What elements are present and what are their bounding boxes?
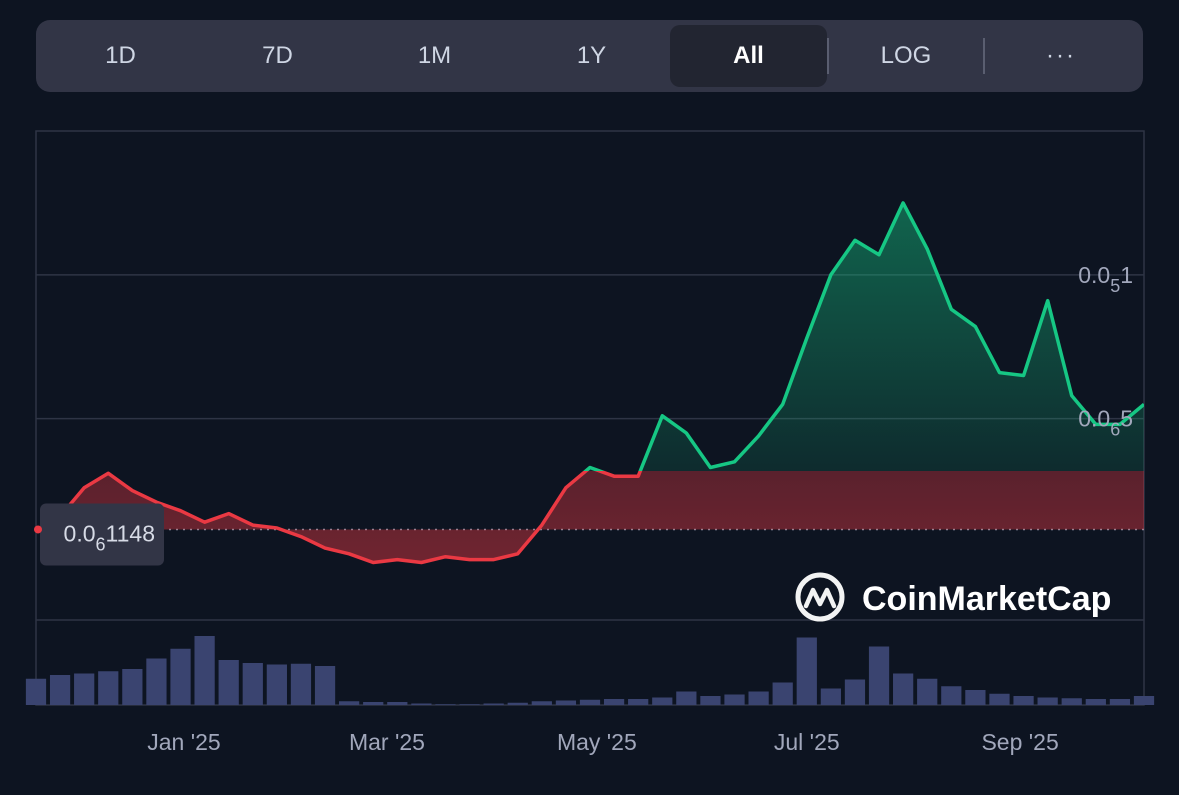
range-all-button[interactable]: All [670, 25, 827, 87]
volume-bar [290, 663, 312, 705]
volume-bar [74, 673, 95, 705]
volume-bar [603, 699, 625, 705]
price-line-down [36, 471, 643, 565]
volume-bar [507, 702, 528, 705]
volume-bar [435, 704, 456, 705]
volume-bar [363, 702, 384, 705]
volume-bar [25, 678, 47, 705]
volume-bar [868, 646, 890, 705]
x-tick-label: Jan '25 [147, 729, 220, 755]
price-area-up [585, 202, 1144, 471]
volume-bar [748, 691, 769, 705]
volume-bar [965, 690, 986, 705]
watermark-text: CoinMarketCap [862, 580, 1111, 618]
volume-bar [49, 675, 71, 705]
more-options-button[interactable]: ··· [1046, 42, 1076, 69]
volume-bar [483, 703, 504, 705]
range-1y-button[interactable]: 1Y [576, 42, 607, 69]
volume-bar [387, 702, 408, 705]
volume-bar [170, 648, 191, 705]
x-tick-label: May '25 [557, 729, 637, 755]
volume-bar [628, 699, 649, 705]
volume-bar [194, 636, 215, 705]
volume-bar [579, 699, 601, 705]
volume-bar [242, 663, 263, 705]
volume-bar [1061, 698, 1082, 705]
volume-bar [700, 696, 721, 705]
time-range-toolbar: 1D 7D 1M 1Y All LOG ··· [36, 20, 1143, 92]
volume-bar [844, 679, 866, 705]
volume-bar [1037, 697, 1058, 705]
volume-bar [724, 694, 745, 705]
toolbar-divider [983, 38, 985, 74]
baseline-label: 0.061148 [64, 520, 155, 554]
price-line-up [583, 201, 1144, 471]
volume-bar [98, 671, 119, 705]
x-tick-label: Jul '25 [774, 729, 840, 755]
volume-bar [122, 669, 143, 705]
volume-bar [1085, 699, 1106, 705]
volume-bar [1109, 699, 1131, 705]
volume-bar [411, 703, 432, 705]
volume-bar [989, 693, 1010, 705]
price-area-down [36, 471, 1144, 563]
toolbar-divider [827, 38, 829, 74]
x-tick-label: Sep '25 [981, 729, 1058, 755]
volume-bar [531, 701, 552, 705]
range-1d-button[interactable]: 1D [105, 42, 136, 69]
range-1m-button[interactable]: 1M [417, 42, 452, 69]
volume-bar [218, 660, 239, 705]
volume-bar [676, 691, 697, 705]
volume-bar [459, 704, 480, 705]
volume-bar [941, 686, 962, 705]
volume-bar [555, 700, 577, 705]
x-tick-label: Mar '25 [349, 729, 425, 755]
start-dot [34, 525, 42, 534]
y-tick-label: 0.051 [1078, 262, 1133, 296]
y-tick-label: 0.065 [1078, 406, 1133, 440]
volume-bar [314, 666, 336, 705]
volume-bar [893, 673, 914, 705]
volume-bar [1013, 696, 1034, 705]
volume-bar [652, 697, 673, 705]
volume-bar [1133, 696, 1155, 705]
baseline-badge [40, 503, 164, 566]
range-7d-button[interactable]: 7D [262, 42, 293, 69]
volume-bar [772, 682, 793, 705]
coinmarketcap-logo-icon [795, 572, 845, 622]
volume-bar [339, 701, 360, 705]
volume-bar [917, 678, 938, 705]
volume-bar [820, 688, 841, 705]
volume-bar [266, 664, 287, 705]
volume-bar [146, 658, 167, 705]
volume-bar [796, 637, 817, 705]
log-scale-button[interactable]: LOG [880, 42, 932, 69]
